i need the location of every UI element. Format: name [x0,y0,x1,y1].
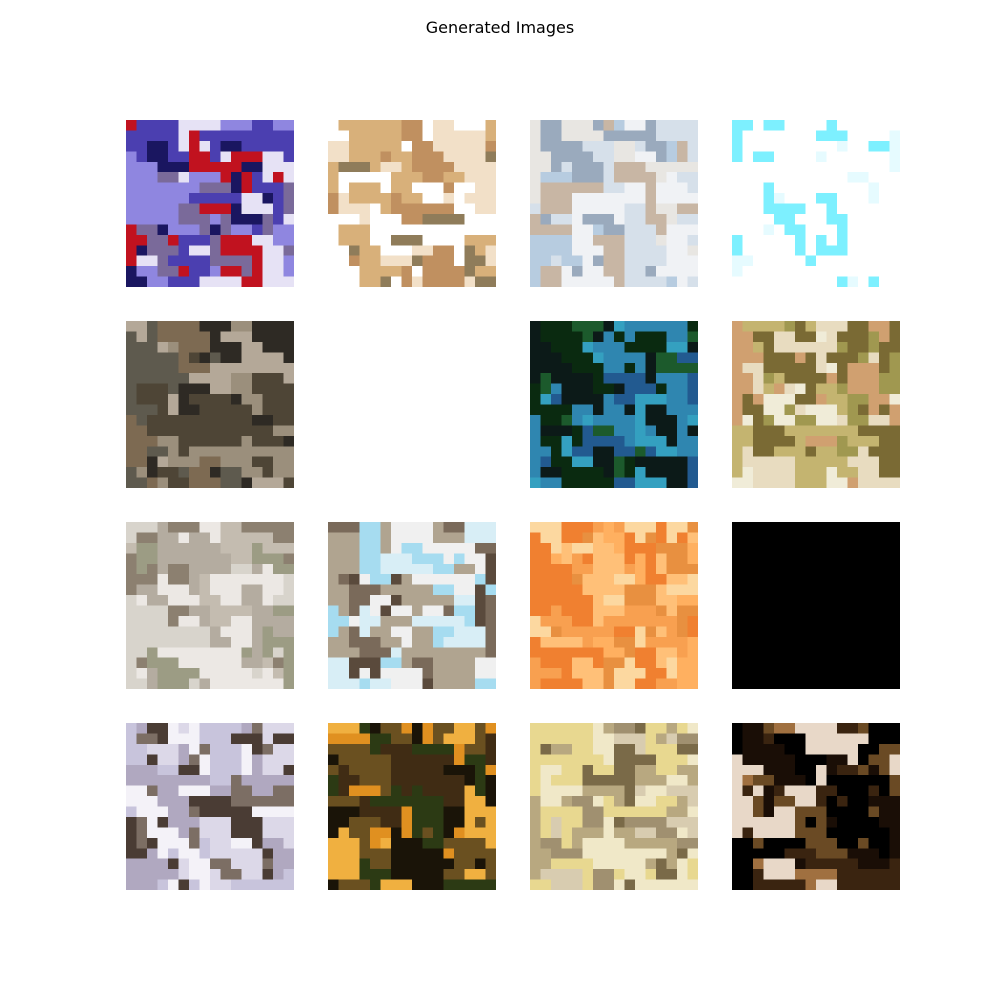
generated-image [732,522,900,689]
generated-image-tile [530,522,698,689]
generated-image [530,321,698,488]
generated-image [530,723,698,890]
generated-image [328,723,496,890]
generated-image-tile [530,120,698,287]
generated-image [732,321,900,488]
generated-image [328,120,496,287]
generated-image-tile [530,723,698,890]
generated-image-tile [328,321,496,488]
generated-image-tile [328,723,496,890]
generated-image-tile [126,723,294,890]
generated-image-tile [126,522,294,689]
generated-image-tile [126,321,294,488]
generated-image [328,522,496,689]
generated-image-tile [328,522,496,689]
generated-image [732,723,900,890]
generated-image [126,723,294,890]
generated-image [126,522,294,689]
generated-image [126,321,294,488]
generated-images-grid [126,120,900,890]
generated-image [732,120,900,287]
generated-image [530,522,698,689]
generated-image-tile [126,120,294,287]
generated-image [328,321,496,488]
generated-image [530,120,698,287]
generated-image-tile [732,321,900,488]
generated-image-tile [328,120,496,287]
generated-image-tile [530,321,698,488]
generated-image-tile [732,723,900,890]
generated-image-tile [732,522,900,689]
generated-image [126,120,294,287]
figure-title: Generated Images [425,18,575,37]
generated-image-tile [732,120,900,287]
